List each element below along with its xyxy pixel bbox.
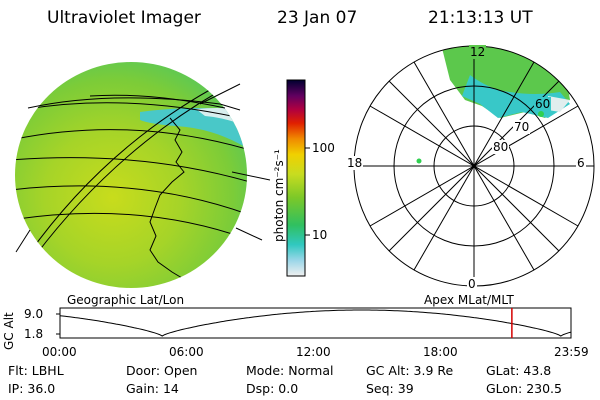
- polar-axis-60deg: [369, 105, 579, 227]
- polar-lat-70: 70: [513, 120, 531, 134]
- geo-lat-line: [15, 212, 247, 241]
- status-dsp: Dsp: 0.0: [246, 381, 299, 396]
- polar-aurora-white: [548, 96, 570, 112]
- instrument-title: Ultraviolet Imager: [47, 8, 201, 28]
- status-glon: GLon: 230.5: [486, 381, 562, 396]
- geo-caption: Geographic Lat/Lon: [67, 293, 185, 307]
- color-bar-gradient: [286, 79, 306, 277]
- altitude-y-label: GC Alt: [2, 312, 16, 350]
- status-mode: Mode: Normal: [246, 363, 334, 378]
- color-bar-tick-100: 100: [312, 141, 335, 155]
- polar-label-0: 0: [467, 277, 477, 291]
- polar-caption: Apex MLat/MLT: [424, 293, 514, 307]
- geo-lat-line-ext: [235, 227, 263, 241]
- geo-coastline: [149, 117, 185, 279]
- polar-lat-60: 60: [534, 97, 552, 111]
- altitude-y-tick-1-8: 1.8: [24, 327, 44, 341]
- altitude-frame: [59, 307, 572, 339]
- date-label: 23 Jan 07: [277, 8, 358, 28]
- altitude-x-tick: 23:59: [554, 345, 589, 359]
- altitude-x-tick: 00:00: [42, 345, 77, 359]
- polar-label-18: 18: [346, 156, 364, 170]
- status-door: Door: Open: [126, 363, 198, 378]
- color-bar-tick-10: 10: [312, 228, 328, 242]
- geo-lat-line: [15, 129, 247, 151]
- time-label: 21:13:13 UT: [428, 8, 533, 28]
- geo-lat-line: [15, 157, 247, 183]
- polar-label-12: 12: [469, 45, 487, 59]
- altitude-x-tick: 06:00: [169, 345, 204, 359]
- geo-lon-line: [31, 81, 237, 261]
- status-ip: IP: 36.0: [8, 381, 56, 396]
- polar-spot: [538, 111, 544, 117]
- geo-lat-line-ext: [27, 97, 241, 111]
- polar-spot: [416, 158, 422, 164]
- polar-lat-80: 80: [492, 140, 510, 154]
- status-glat: GLat: 43.8: [486, 363, 552, 378]
- altitude-y-tick-9: 9.0: [24, 307, 44, 321]
- geo-lat-line-ext: [231, 171, 271, 181]
- geo-lon-line: [27, 77, 233, 256]
- altitude-x-tick: 18:00: [423, 345, 458, 359]
- status-seq: Seq: 39: [366, 381, 414, 396]
- status-gc-alt: GC Alt: 3.9 Re: [366, 363, 454, 378]
- geo-lat-line-ext: [89, 94, 226, 109]
- status-filter: Flt: LBHL: [8, 363, 64, 378]
- altitude-curve: [59, 309, 572, 337]
- geo-lon-line-ext: [199, 83, 241, 105]
- altitude-x-tick: 12:00: [296, 345, 331, 359]
- geo-lat-line: [15, 185, 247, 216]
- status-gain: Gain: 14: [126, 381, 179, 396]
- geo-lon-line-ext: [15, 229, 31, 253]
- polar-label-6: 6: [576, 156, 586, 170]
